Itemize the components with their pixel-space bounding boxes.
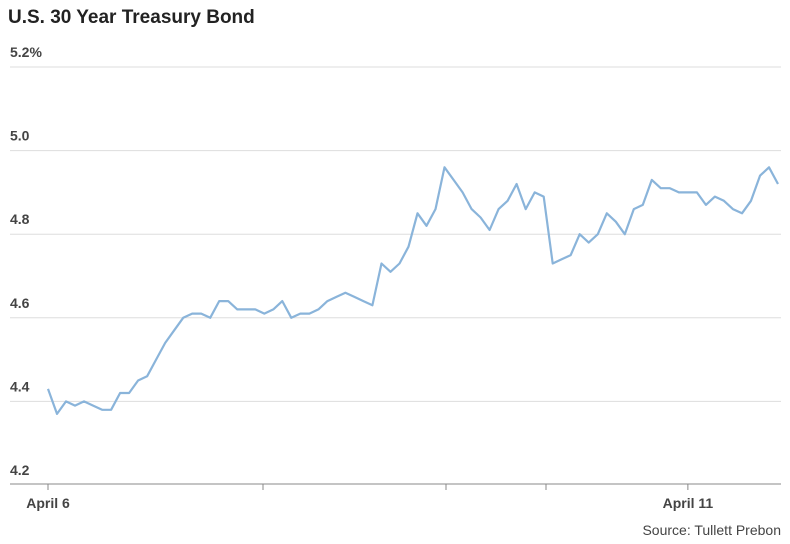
y-tick-label: 4.6 — [10, 295, 30, 311]
y-tick-label: 4.4 — [10, 378, 30, 394]
chart-title: U.S. 30 Year Treasury Bond — [8, 7, 255, 28]
y-tick-label: 4.8 — [10, 211, 30, 227]
y-tick-label: 5.0 — [10, 128, 30, 144]
x-tick-label: April 11 — [663, 495, 714, 511]
line — [46, 166, 779, 415]
y-tick-label: 5.2% — [10, 44, 42, 60]
y-tick-label: 4.2 — [10, 462, 30, 478]
x-tick-label: April 6 — [26, 495, 70, 511]
source: Source: Tullett Prebon — [642, 522, 781, 538]
